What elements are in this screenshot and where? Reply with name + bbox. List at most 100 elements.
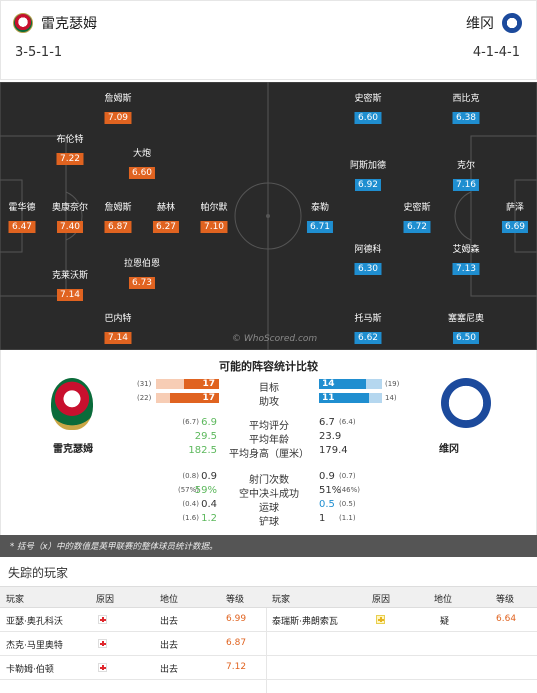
home-player-5[interactable]: 詹姆斯 7.09 [104, 93, 132, 124]
away-stat-par: (6.4) [339, 418, 356, 426]
away-player-11[interactable]: 塞塞尼奥 6.50 [448, 313, 484, 344]
missing-row: 亚瑟·奥孔科沃 出去 6.99 泰瑞斯·弗朗索瓦 疑 6.64 [0, 608, 537, 632]
header-reason: 原因 [96, 595, 115, 605]
home-team[interactable]: 雷克瑟姆 [13, 13, 97, 33]
away-team[interactable]: 维冈 [466, 13, 522, 33]
away-player-5[interactable]: 泰勒 6.71 [306, 202, 334, 233]
away-player-6[interactable]: 史密斯 6.72 [403, 202, 431, 233]
home-stat-value: 1.2 [201, 513, 217, 524]
player-rating: 7.40 [56, 221, 84, 233]
player-rating: 6.60 [354, 112, 382, 124]
home-player-10[interactable]: 帕尔默 7.10 [200, 202, 228, 233]
away-player-2[interactable]: 西比克 6.38 [452, 93, 480, 124]
home-formation: 3-5-1-1 [15, 45, 63, 60]
match-header: 雷克瑟姆 3-5-1-1 维冈 4-1-4-1 [0, 0, 537, 80]
header-player-away: 玩家 [272, 595, 291, 605]
player-rating: 6.87 [104, 221, 132, 233]
stat-label: 平均身高（厘米） [229, 449, 309, 460]
away-player-1[interactable]: 史密斯 6.60 [354, 93, 382, 124]
missing-player-name[interactable]: 泰瑞斯·弗朗索瓦 [272, 617, 338, 627]
player-name: 霍华德 [8, 203, 36, 213]
missing-status: 疑 [440, 617, 450, 627]
away-stat-par: (0.5) [339, 500, 356, 508]
away-bar-fill [319, 393, 369, 403]
stat-label: 目标 [259, 383, 279, 394]
watermark: © WhoScored.com [232, 334, 318, 344]
player-name: 詹姆斯 [104, 203, 132, 213]
away-player-3[interactable]: 阿斯加德 6.92 [350, 160, 386, 191]
missing-rating: 6.87 [226, 638, 247, 648]
player-name: 塞塞尼奥 [447, 314, 485, 324]
missing-rating: 7.12 [226, 662, 247, 672]
player-rating: 6.72 [403, 221, 431, 233]
home-player-3[interactable]: 奥康奈尔 7.40 [52, 202, 88, 233]
home-stat-par: (0.4) [182, 500, 199, 508]
lineup-stats: 可能的阵容统计比较 雷克瑟姆 维冈 (31) 17 目标 14 (19) (22) 17 助攻… [0, 350, 537, 555]
away-stat-value: 51% [319, 485, 342, 496]
home-player-7[interactable]: 詹姆斯 6.87 [104, 202, 132, 233]
away-bar-fill [319, 379, 366, 389]
away-player-8[interactable]: 阿德科 6.30 [354, 244, 382, 275]
away-player-9[interactable]: 艾姆森 7.13 [452, 244, 480, 275]
table-divider [266, 608, 267, 693]
player-name: 史密斯 [403, 203, 431, 213]
header-status: 地位 [160, 595, 179, 605]
home-stat-par: (0.8) [182, 472, 199, 480]
player-rating: 6.71 [306, 221, 334, 233]
player-rating: 6.62 [354, 332, 382, 344]
home-bar-fill [184, 379, 219, 389]
away-player-4[interactable]: 克尔 7.16 [452, 160, 480, 191]
player-rating: 6.38 [452, 112, 480, 124]
away-stat-value: 0.9 [319, 471, 335, 482]
missing-player-name[interactable]: 亚瑟·奥孔科沃 [6, 617, 63, 627]
away-stat-par: (46%) [339, 486, 361, 494]
player-name: 克尔 [456, 161, 476, 171]
away-bar-par: 14) [385, 394, 397, 402]
injury-icon [98, 639, 107, 648]
home-bar-par: (22) [137, 394, 152, 402]
stat-label: 运球 [259, 503, 279, 514]
home-crest-label: 雷克瑟姆 [53, 444, 93, 455]
player-rating: 6.27 [152, 221, 180, 233]
home-team-name[interactable]: 雷克瑟姆 [41, 16, 97, 32]
missing-row: 卡勒姆·伯顿 出去 7.12 [0, 656, 537, 680]
player-rating: 6.30 [354, 263, 382, 275]
home-bar-value: 17 [202, 393, 215, 403]
home-stat-value: 0.4 [201, 499, 217, 510]
missing-row: 杰克·马里奥特 出去 6.87 [0, 632, 537, 656]
player-name: 赫林 [156, 203, 176, 213]
wrexham-badge-icon [13, 13, 33, 33]
missing-status: 出去 [160, 617, 179, 627]
player-name: 萨泽 [505, 203, 525, 213]
missing-rating: 6.99 [226, 614, 247, 624]
header-rating-away: 等级 [496, 595, 515, 605]
player-name: 拉恩伯恩 [123, 259, 161, 269]
home-player-11[interactable]: 巴内特 7.14 [104, 313, 132, 344]
missing-table-header: 玩家 原因 地位 等级 玩家 原因 地位 等级 [0, 586, 537, 608]
header-player: 玩家 [6, 595, 25, 605]
home-player-6[interactable]: 大炮 6.60 [128, 148, 156, 179]
away-bar-par: (19) [385, 380, 400, 388]
player-name: 托马斯 [354, 314, 382, 324]
player-name: 阿斯加德 [349, 161, 387, 171]
missing-player-name[interactable]: 卡勒姆·伯顿 [6, 665, 54, 675]
home-player-4[interactable]: 克莱沃斯 7.14 [52, 270, 88, 301]
home-player-2[interactable]: 布伦特 7.22 [56, 134, 84, 165]
away-stat-value: 1 [319, 513, 326, 524]
player-name: 大炮 [132, 149, 152, 159]
home-player-8[interactable]: 赫林 6.27 [152, 202, 180, 233]
away-player-7[interactable]: 萨泽 6.69 [501, 202, 529, 233]
stats-title: 可能的阵容统计比较 [219, 360, 318, 373]
header-reason-away: 原因 [372, 595, 391, 605]
injury-icon [98, 663, 107, 672]
player-name: 泰勒 [310, 203, 330, 213]
player-rating: 7.09 [104, 112, 132, 124]
missing-player-name[interactable]: 杰克·马里奥特 [6, 641, 63, 651]
away-player-10[interactable]: 托马斯 6.62 [354, 313, 382, 344]
home-player-1[interactable]: 霍华德 6.47 [8, 202, 36, 233]
home-player-9[interactable]: 拉恩伯恩 6.73 [124, 258, 160, 289]
doubtful-icon [376, 615, 385, 624]
away-stat-value: 6.7 [319, 417, 335, 428]
away-team-name[interactable]: 维冈 [466, 16, 494, 32]
player-name: 西比克 [452, 94, 480, 104]
